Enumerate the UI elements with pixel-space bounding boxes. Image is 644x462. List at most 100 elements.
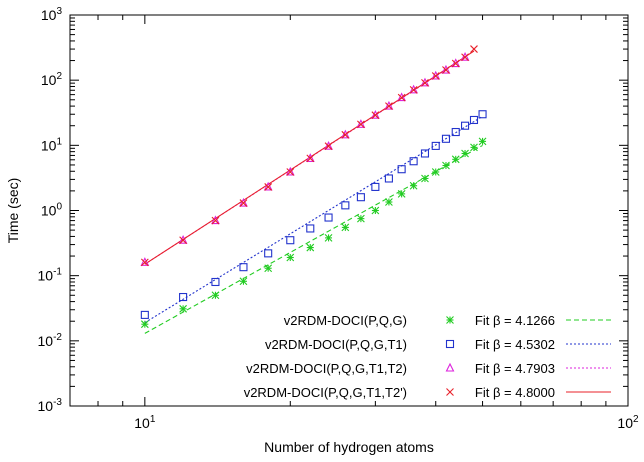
data-point-series-1 (357, 214, 365, 223)
data-point-series-3 (420, 77, 430, 87)
data-point-series-2 (371, 182, 380, 191)
x-tick-label: 102 (617, 414, 639, 431)
data-point-series-2 (469, 115, 479, 125)
data-point-series-1 (239, 277, 248, 286)
data-point-series-2 (324, 213, 333, 222)
data-point-series-2 (451, 127, 460, 137)
data-point-series-2 (239, 263, 248, 272)
data-point-series-2 (461, 121, 470, 130)
data-point-series-3 (140, 257, 150, 266)
data-point-series-3 (263, 181, 273, 191)
data-point-series-1 (324, 233, 333, 242)
data-point-series-4 (264, 183, 273, 191)
data-point-series-3 (178, 234, 188, 244)
data-point-series-1 (306, 243, 315, 252)
data-point-series-1 (286, 253, 295, 262)
data-point-series-3 (340, 129, 350, 139)
data-point-series-4 (324, 142, 333, 151)
data-point-series-3 (384, 100, 394, 110)
data-point-series-3 (370, 109, 380, 119)
data-point-series-4 (341, 130, 350, 139)
data-point-series-1 (341, 223, 350, 232)
data-point-series-4 (397, 93, 406, 102)
data-point-series-1 (409, 181, 418, 190)
data-point-series-1 (470, 143, 478, 152)
data-point-series-3 (441, 64, 451, 74)
data-point-series-1 (421, 174, 429, 183)
legend-fit-label: Fit β = 4.7903 (475, 361, 555, 376)
legend-marker (446, 388, 454, 396)
data-point-series-4 (306, 154, 315, 163)
data-point-series-3 (211, 215, 220, 225)
data-point-series-1 (397, 189, 406, 198)
data-points (140, 45, 487, 329)
data-point-series-4 (371, 111, 380, 120)
data-point-series-1 (140, 320, 149, 329)
data-point-series-4 (211, 216, 220, 225)
legend: v2RDM-DOCI(P,Q,G) Fit β = 4.1266 v2RDM-DOC… (244, 313, 611, 400)
data-point-series-4 (385, 102, 393, 110)
axes: 10-3 10-2 10-1 100 101 102 103 101 102 (38, 6, 639, 431)
legend-marker (445, 362, 455, 372)
data-point-series-4 (431, 72, 440, 80)
y-axis-title: Time (sec) (5, 178, 21, 244)
data-point-series-3 (285, 166, 295, 176)
y-tick-label: 10-1 (38, 267, 63, 284)
data-point-series-2 (140, 310, 149, 319)
data-point-series-2 (420, 149, 430, 158)
legend-fit-label: Fit β = 4.8000 (475, 385, 555, 400)
data-point-series-3 (409, 84, 419, 94)
x-axis-title: Number of hydrogen atoms (264, 439, 434, 455)
legend-entry: v2RDM-DOCI(P,Q,G,T1,T2') Fit β = 4.8000 (244, 385, 611, 400)
y-tick-label: 102 (41, 71, 63, 88)
data-point-series-1 (385, 198, 393, 206)
data-point-series-3 (451, 58, 461, 68)
data-point-series-4 (140, 258, 149, 267)
y-tick-label: 10-3 (38, 397, 63, 414)
data-point-series-2 (441, 134, 451, 143)
y-tick-label: 100 (41, 202, 63, 219)
data-point-series-1 (451, 155, 460, 164)
data-point-series-4 (442, 66, 450, 74)
legend-series-name: v2RDM-DOCI(P,Q,G,T1,T2) (246, 361, 407, 376)
data-point-series-2 (264, 249, 273, 258)
data-point-series-3 (324, 140, 333, 150)
data-point-series-1 (461, 149, 469, 158)
data-point-series-3 (356, 119, 366, 128)
fit-line-1 (144, 144, 483, 334)
legend-series-name: v2RDM-DOCI(P,Q,G) (284, 313, 407, 328)
data-point-series-4 (357, 120, 365, 129)
data-point-series-4 (409, 85, 418, 94)
data-point-series-4 (470, 45, 478, 53)
data-point-series-1 (371, 206, 380, 215)
data-point-series-2 (384, 174, 393, 183)
data-point-series-1 (478, 137, 487, 146)
data-point-series-2 (211, 277, 220, 287)
legend-marker (445, 339, 455, 349)
fit-line-2 (144, 115, 483, 324)
legend-entry: v2RDM-DOCI(P,Q,G,T1) Fit β = 4.5302 (265, 337, 611, 352)
data-point-series-1 (264, 264, 273, 273)
data-point-series-4 (421, 78, 429, 87)
data-point-series-2 (397, 165, 406, 174)
data-point-series-1 (211, 291, 220, 300)
data-point-series-1 (179, 304, 187, 313)
legend-marker (446, 316, 454, 324)
data-point-series-4 (179, 236, 187, 245)
data-point-series-2 (356, 193, 365, 202)
data-point-series-3 (305, 153, 315, 162)
data-point-series-4 (451, 59, 460, 68)
y-tick-label: 10-2 (38, 332, 63, 349)
legend-fit-label: Fit β = 4.1266 (475, 313, 555, 328)
data-point-series-2 (286, 236, 295, 245)
legend-series-name: v2RDM-DOCI(P,Q,G,T1) (265, 337, 407, 352)
data-point-series-3 (239, 197, 248, 207)
data-point-series-4 (461, 53, 469, 62)
data-point-series-2 (341, 201, 350, 210)
data-point-series-4 (239, 199, 248, 207)
data-point-series-2 (478, 110, 487, 119)
y-tick-label: 103 (41, 6, 63, 23)
data-point-series-3 (431, 70, 441, 80)
fit-lines (144, 50, 483, 334)
